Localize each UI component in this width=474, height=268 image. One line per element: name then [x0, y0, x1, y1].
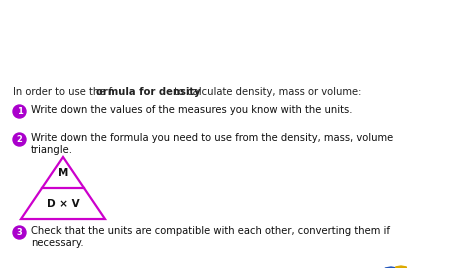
Text: ormula for density: ormula for density [96, 87, 201, 97]
Text: Formula For Density: Formula For Density [12, 35, 216, 53]
Text: necessary.: necessary. [31, 238, 83, 248]
Circle shape [13, 105, 26, 118]
Text: 1: 1 [17, 107, 22, 116]
Text: D × V: D × V [46, 199, 79, 209]
Circle shape [13, 133, 26, 146]
Text: to calculate density, mass or volume:: to calculate density, mass or volume: [171, 87, 361, 97]
Text: Check that the units are compatible with each other, converting them if: Check that the units are compatible with… [31, 226, 390, 236]
Wedge shape [385, 267, 397, 268]
Text: 2: 2 [17, 135, 22, 144]
Text: In order to use the f: In order to use the f [13, 87, 112, 97]
Circle shape [13, 226, 26, 239]
Wedge shape [396, 266, 406, 268]
Text: M: M [58, 168, 68, 177]
Text: triangle.: triangle. [31, 145, 73, 155]
Text: Write down the formula you need to use from the density, mass, volume: Write down the formula you need to use f… [31, 133, 393, 143]
Text: 3: 3 [17, 228, 22, 237]
Text: Write down the values of the measures you know with the units.: Write down the values of the measures yo… [31, 105, 353, 115]
